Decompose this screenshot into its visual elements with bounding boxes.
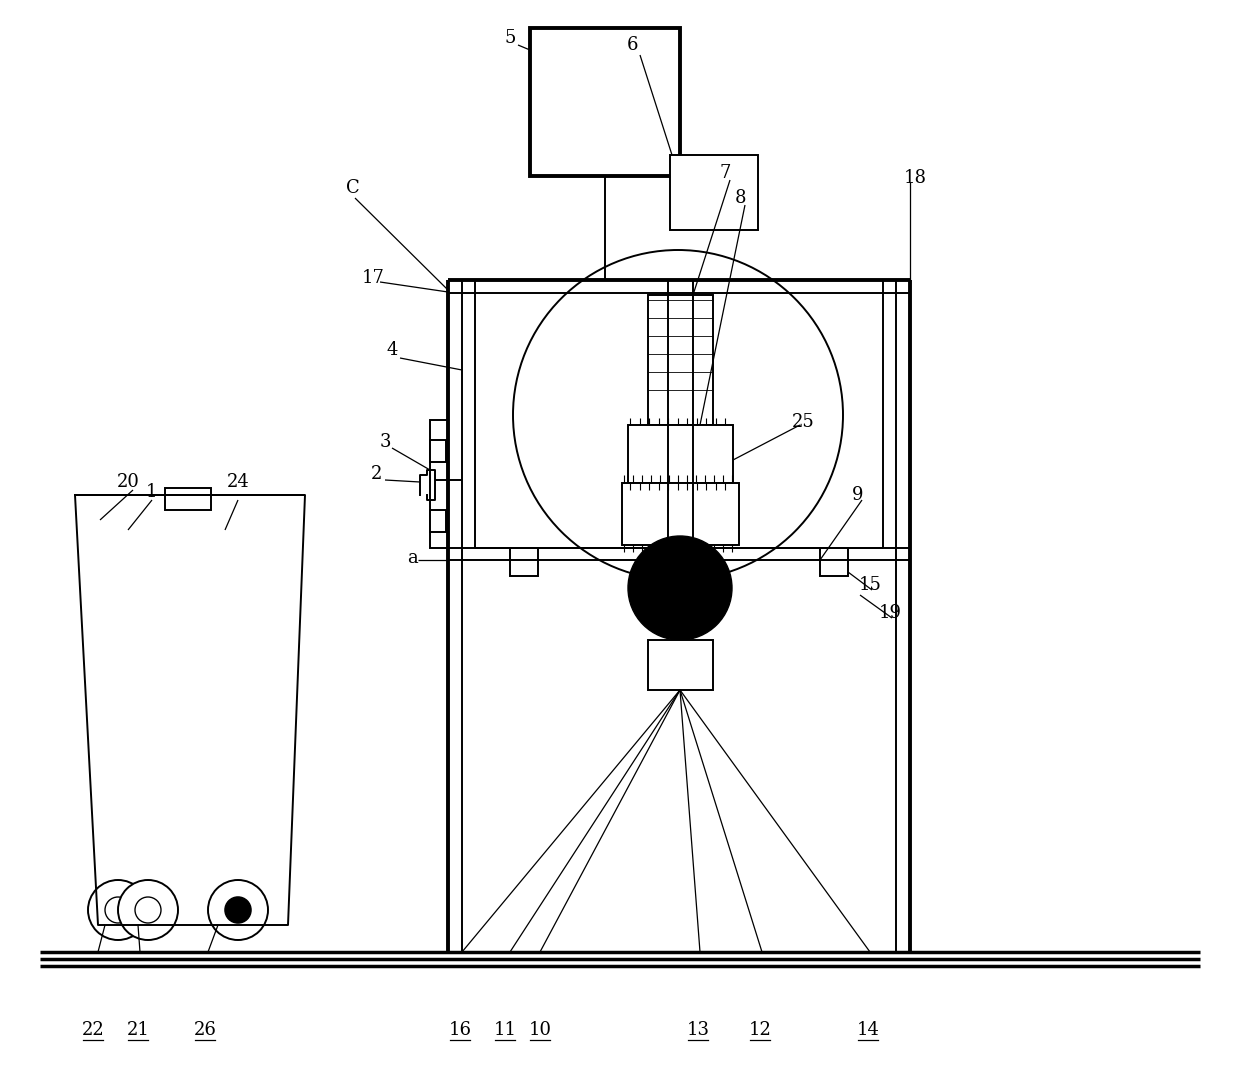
- Bar: [430, 440, 446, 462]
- Text: 18: 18: [904, 169, 926, 187]
- Text: 4: 4: [387, 341, 398, 359]
- Bar: [165, 488, 211, 510]
- Text: 24: 24: [227, 473, 249, 491]
- Text: 6: 6: [626, 36, 637, 54]
- Text: 20: 20: [117, 473, 139, 491]
- Text: 15: 15: [858, 576, 882, 594]
- Bar: [622, 483, 739, 545]
- Circle shape: [105, 897, 131, 923]
- Text: 19: 19: [878, 604, 901, 621]
- Text: 1: 1: [146, 483, 157, 501]
- Circle shape: [627, 536, 732, 640]
- Text: 5: 5: [505, 29, 516, 47]
- Bar: [649, 295, 713, 425]
- Bar: [670, 155, 758, 230]
- Text: 10: 10: [528, 1021, 552, 1039]
- Text: 14: 14: [857, 1021, 879, 1039]
- Text: C: C: [346, 179, 360, 197]
- Circle shape: [88, 881, 148, 940]
- Bar: [430, 420, 448, 548]
- Text: 7: 7: [719, 164, 730, 182]
- Text: 16: 16: [449, 1021, 471, 1039]
- Text: a: a: [407, 549, 418, 567]
- Circle shape: [118, 881, 179, 940]
- Text: 11: 11: [494, 1021, 517, 1039]
- Circle shape: [135, 897, 161, 923]
- Bar: [510, 548, 538, 576]
- Text: 9: 9: [852, 486, 864, 504]
- Text: 13: 13: [687, 1021, 709, 1039]
- Bar: [820, 548, 848, 576]
- Text: 25: 25: [791, 413, 815, 431]
- Text: 21: 21: [126, 1021, 150, 1039]
- Text: 26: 26: [193, 1021, 217, 1039]
- Text: 17: 17: [362, 269, 384, 287]
- Text: 22: 22: [82, 1021, 104, 1039]
- Bar: [529, 28, 680, 176]
- Text: 12: 12: [749, 1021, 771, 1039]
- Text: 2: 2: [371, 465, 383, 483]
- Circle shape: [224, 897, 250, 923]
- Bar: [649, 640, 713, 690]
- Bar: [430, 510, 446, 532]
- Circle shape: [208, 881, 268, 940]
- Text: 8: 8: [734, 189, 745, 207]
- Bar: [627, 425, 733, 483]
- Text: 3: 3: [379, 433, 391, 451]
